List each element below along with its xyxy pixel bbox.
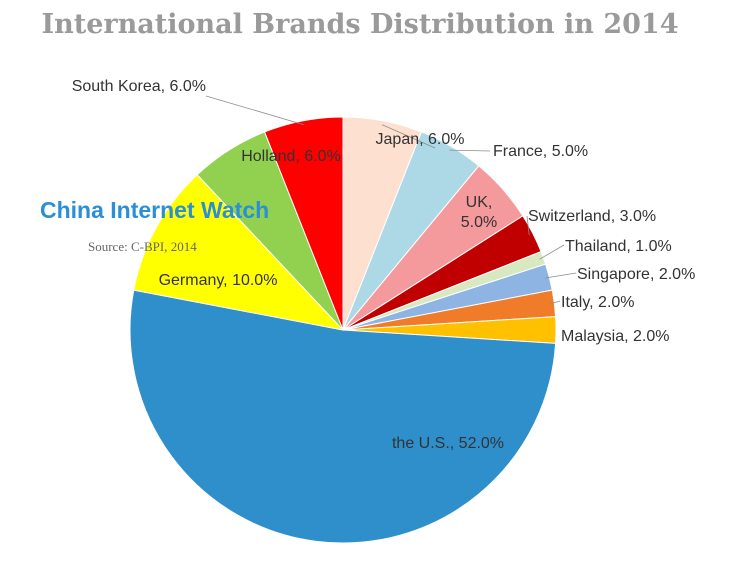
slice-label-11: South Korea, 6.0%	[72, 78, 206, 95]
leader-line-5	[545, 272, 577, 279]
slice-label-9: Germany, 10.0%	[159, 272, 278, 289]
slice-label-7: Malaysia, 2.0%	[561, 328, 670, 345]
leader-line-0	[382, 124, 436, 149]
slice-label-2: UK, 5.0%	[461, 194, 497, 231]
pie-slice-8	[129, 289, 557, 544]
slice-label-6: Italy, 2.0%	[561, 294, 635, 311]
leader-line-11	[205, 95, 304, 126]
slice-label-10: Holland, 6.0%	[241, 148, 341, 165]
leader-line-3	[526, 215, 530, 236]
pie-slice-11	[263, 116, 344, 331]
slice-label-5: Singapore, 2.0%	[577, 266, 695, 283]
pie-slice-9	[133, 174, 345, 331]
slice-label-3: Switzerland, 3.0%	[528, 208, 656, 225]
leader-line-1	[449, 149, 491, 152]
watermark-text: China Internet Watch	[40, 197, 269, 223]
slice-label-1: France, 5.0%	[493, 143, 588, 160]
slice-label-8: the U.S., 52.0%	[392, 435, 504, 452]
slice-label-4: Thailand, 1.0%	[565, 238, 672, 255]
slice-label-0: Japan, 6.0%	[376, 131, 465, 148]
leader-lines	[205, 95, 577, 305]
leader-line-4	[539, 244, 565, 260]
chart-title: International Brands Distribution in 201…	[42, 9, 679, 40]
source-note: Source: C-BPI, 2014	[88, 239, 197, 254]
pie-slices	[129, 116, 557, 544]
slice-labels: Japan, 6.0% France, 5.0% UK, 5.0% Switzerlan…	[72, 78, 696, 452]
leader-line-6	[550, 300, 561, 305]
